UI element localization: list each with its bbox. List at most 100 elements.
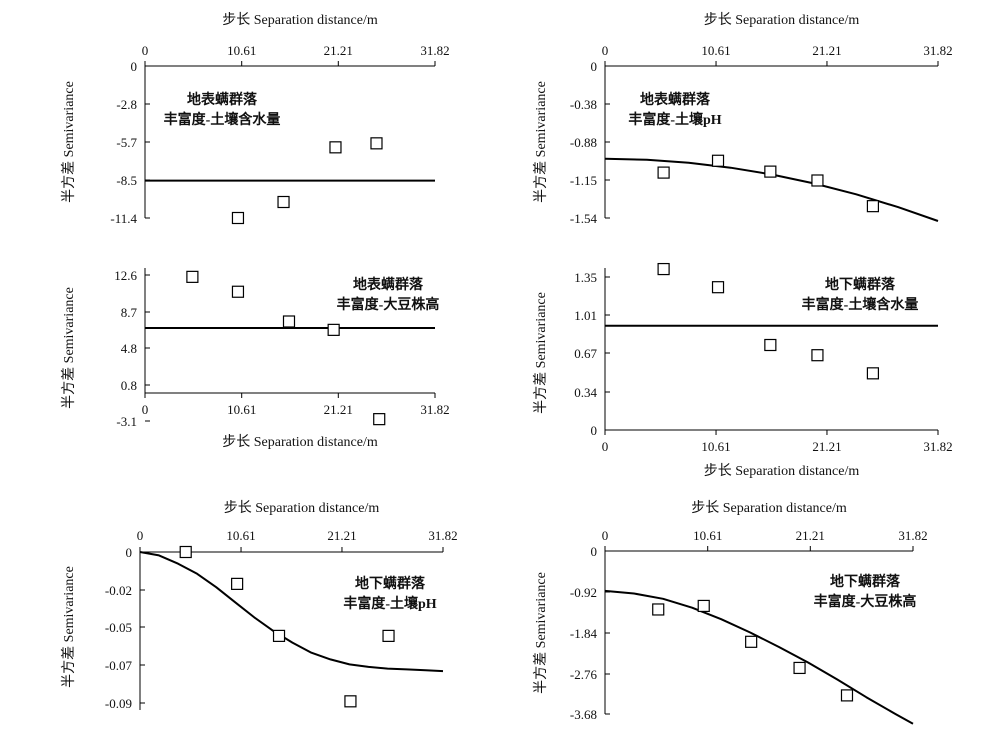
chart-subtitle: 丰富度-土壤pH [628, 111, 721, 128]
y-axis-label: 半方差 Semivariance [61, 81, 77, 203]
x-tick-label: 10.61 [693, 528, 722, 543]
y-axis-label: 半方差 Semivariance [533, 572, 549, 694]
data-point [811, 174, 824, 187]
data-point [745, 635, 758, 648]
data-point [811, 349, 824, 362]
x-tick-label: 21.21 [796, 528, 825, 543]
chart-subtitle: 丰富度-大豆株高 [337, 296, 440, 313]
y-tick-label: -0.09 [105, 696, 132, 711]
data-point [231, 211, 245, 225]
y-tick-label: 0.67 [574, 346, 597, 361]
chart-title: 地下螨群落 [830, 573, 901, 590]
y-axis-label: 半方差 Semivariance [533, 292, 549, 414]
y-tick-label: -0.02 [105, 583, 132, 598]
data-point [282, 315, 296, 328]
data-point [711, 154, 725, 167]
chart-title: 地表螨群落 [187, 91, 258, 108]
y-tick-label: -0.05 [105, 620, 132, 635]
x-tick-label: 21.21 [324, 402, 353, 417]
x-tick-label: 21.21 [812, 43, 841, 58]
x-tick-label: 10.61 [227, 402, 256, 417]
x-tick-label: 10.61 [701, 43, 730, 58]
chart-panel-3: 0 10.61 21.21 31.82 12.6 8.7 4.8 0.8 -3.1 步长 Sepa… [61, 268, 450, 450]
chart-title: 地表螨群落 [640, 91, 711, 108]
chart-subtitle: 丰富度-大豆株高 [814, 593, 917, 610]
x-axis-label: 步长 Separation distance/m [691, 500, 847, 516]
y-tick-label: 0.34 [574, 385, 597, 400]
x-tick-label: 31.82 [420, 402, 449, 417]
chart-title: 地下螨群落 [825, 276, 896, 293]
x-tick-label: 10.61 [227, 43, 256, 58]
chart-title: 地下螨群落 [355, 575, 426, 592]
model-fit-curve [604, 589, 914, 725]
data-point [277, 195, 290, 209]
x-tick-label: 0 [142, 402, 149, 417]
chart-title: 地表螨群落 [353, 276, 424, 293]
chart-subtitle: 丰富度-土壤含水量 [164, 111, 281, 128]
y-tick-label: -0.92 [570, 585, 597, 600]
y-tick-label: -3.68 [570, 707, 597, 722]
y-tick-label: -11.4 [110, 211, 137, 226]
y-tick-label: 4.8 [121, 341, 137, 356]
data-point [373, 413, 386, 426]
y-tick-label: -3.1 [116, 414, 137, 429]
x-tick-label: 31.82 [898, 528, 927, 543]
chart-panel-1: 0 10.61 21.21 31.82 0 -2.8 -5.7 -8.5 -11.4 步长 Sep… [61, 12, 450, 226]
data-point [231, 577, 244, 590]
y-tick-label: 12.6 [114, 268, 137, 283]
y-tick-label: -1.54 [570, 211, 598, 226]
chart-panel-5: 0 10.61 21.21 31.82 0 -0.02 -0.05 -0.07 -0.09 步长 … [61, 500, 458, 711]
model-fit-curve [139, 551, 444, 673]
y-tick-label: 0 [126, 545, 133, 560]
data-point [793, 661, 806, 675]
x-tick-label: 31.82 [428, 528, 457, 543]
y-tick-label: 0 [591, 423, 598, 438]
y-tick-label: 1.01 [574, 308, 597, 323]
data-point [657, 262, 670, 276]
chart-panel-4: 0 10.61 21.21 31.82 1.35 1.01 0.67 0.34 0 步长 Sepa… [533, 262, 953, 479]
y-axis-label: 半方差 Semivariance [61, 566, 77, 688]
data-point [764, 338, 777, 352]
x-tick-label: 21.21 [327, 528, 356, 543]
y-tick-label: 0.8 [121, 378, 137, 393]
chart-subtitle: 丰富度-土壤pH [343, 595, 436, 612]
y-tick-label: 0 [591, 544, 598, 559]
y-tick-label: -2.8 [116, 97, 137, 112]
data-point [370, 137, 383, 150]
data-point [866, 200, 880, 213]
y-tick-label: 1.35 [574, 270, 597, 285]
x-tick-label: 21.21 [324, 43, 353, 58]
x-tick-label: 0 [602, 43, 609, 58]
x-tick-label: 0 [602, 528, 609, 543]
y-tick-label: -1.84 [570, 626, 598, 641]
y-tick-label: -8.5 [116, 173, 137, 188]
data-point [344, 695, 357, 708]
x-axis-label: 步长 Separation distance/m [704, 463, 860, 479]
x-tick-label: 0 [142, 43, 149, 58]
x-tick-label: 31.82 [923, 439, 952, 454]
x-tick-label: 10.61 [701, 439, 730, 454]
data-point [329, 141, 342, 154]
x-tick-label: 0 [602, 439, 609, 454]
chart-subtitle: 丰富度-土壤含水量 [802, 296, 919, 313]
y-tick-label: -5.7 [116, 135, 137, 150]
y-tick-label: -0.38 [570, 97, 597, 112]
data-point [652, 603, 665, 616]
y-tick-label: -0.07 [105, 658, 133, 673]
x-tick-label: 31.82 [923, 43, 952, 58]
y-tick-label: 8.7 [121, 305, 138, 320]
x-axis-label: 步长 Separation distance/m [224, 500, 380, 516]
y-tick-label: -2.76 [570, 667, 598, 682]
y-tick-label: -0.88 [570, 135, 597, 150]
chart-panel-6: 0 10.61 21.21 31.82 0 -0.92 -1.84 -2.76 -3.68 步长 … [533, 500, 928, 725]
y-tick-label: 0 [591, 59, 598, 74]
x-tick-label: 0 [137, 528, 144, 543]
data-point [382, 629, 395, 642]
data-point [711, 281, 725, 294]
y-tick-label: 0 [131, 59, 138, 74]
data-point [327, 323, 340, 336]
x-tick-label: 31.82 [420, 43, 449, 58]
data-point [697, 599, 710, 613]
x-axis-label: 步长 Separation distance/m [222, 12, 378, 28]
